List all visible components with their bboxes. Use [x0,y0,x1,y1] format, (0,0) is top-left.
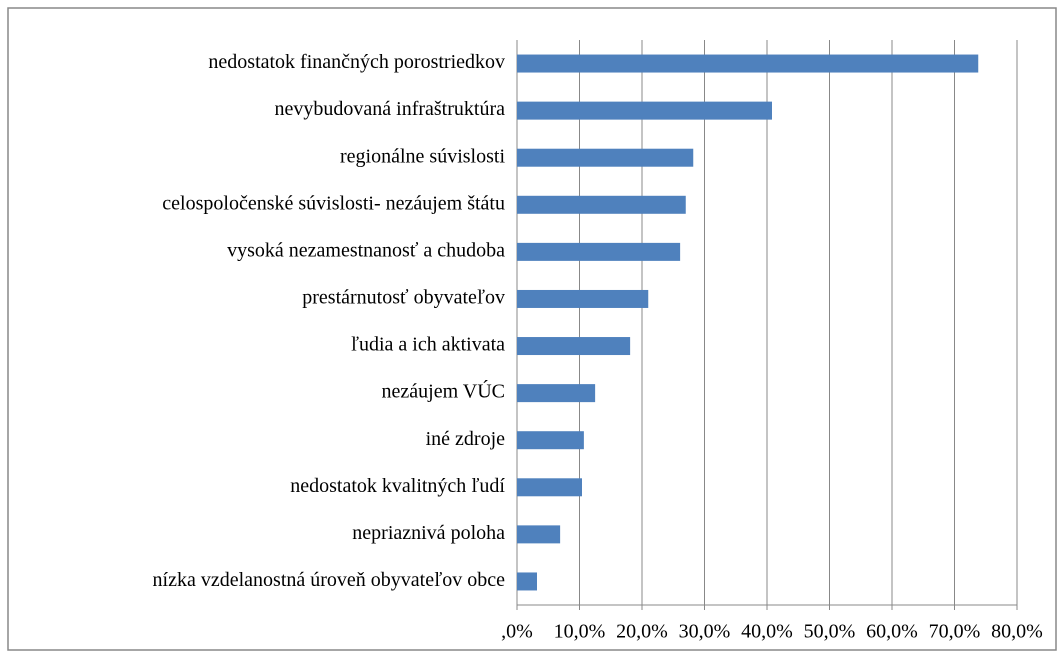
bar [517,478,582,497]
y-tick-label: nezáujem VÚC [382,379,506,403]
bar [517,384,596,403]
x-tick-label: 50,0% [804,621,856,643]
x-tick-label: 20,0% [616,621,668,643]
bar [517,337,631,356]
x-tick-label: 80,0% [991,621,1043,643]
y-tick-label: nízka vzdelanostná úroveň obyvateľov obc… [153,569,506,591]
x-tick-label: 30,0% [679,621,731,643]
bar [517,572,537,591]
bar [517,101,772,120]
y-tick-label: iné zdroje [426,428,506,450]
bar [517,431,584,450]
bar [517,195,686,214]
y-tick-label: nevybudovaná infraštruktúra [275,98,506,120]
y-tick-label: celospoločenské súvislosti- nezáujem štá… [162,192,505,214]
x-tick-label: 40,0% [741,621,793,643]
y-tick-label: nedostatok kvalitných ľudí [290,475,505,497]
bar [517,148,694,167]
y-tick-label: ľudia a ich aktivata [351,334,505,356]
bar [517,525,561,544]
bar [517,242,681,261]
bar [517,289,649,308]
y-tick-label: prestárnutosť obyvateľov [302,287,505,309]
x-tick-label: 70,0% [929,621,981,643]
x-tick-label: 10,0% [554,621,606,643]
y-tick-label: vysoká nezamestnanosť a chudoba [227,239,505,261]
y-tick-label: nepriaznivá poloha [352,522,505,544]
y-tick-label: nedostatok finančných porostriedkov [208,51,505,73]
y-tick-label: regionálne súvislosti [340,145,505,167]
bar [517,54,979,73]
x-tick-label: ,0% [501,621,533,643]
x-tick-label: 60,0% [866,621,918,643]
